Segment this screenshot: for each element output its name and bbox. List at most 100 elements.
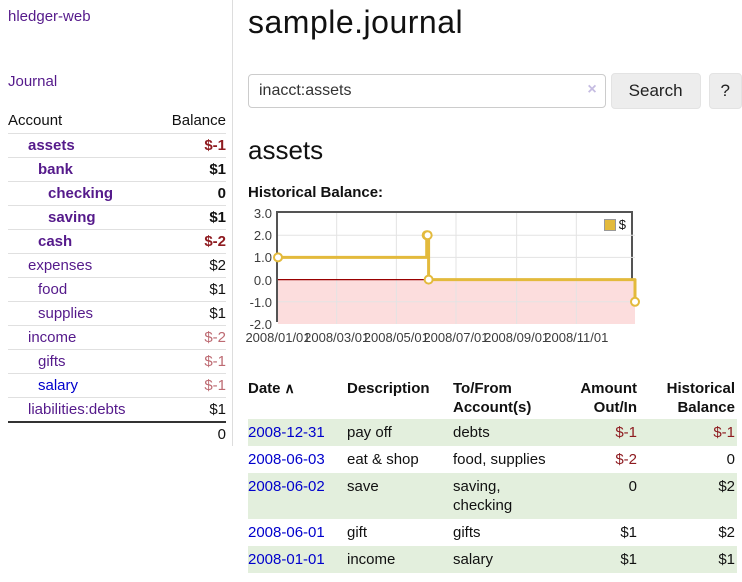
transaction-description: pay off xyxy=(347,419,453,446)
transaction-accounts: debts xyxy=(453,419,563,446)
y-tick-label: -2.0 xyxy=(249,317,272,332)
transaction-date-link[interactable]: 2008-06-03 xyxy=(248,451,325,468)
sidebar: hledger-web Journal Account Balance asse… xyxy=(0,0,233,446)
x-tick-label: 2008/01/01 xyxy=(245,330,311,345)
accounts-total-value: 0 xyxy=(217,426,226,443)
transaction-amount: $1 xyxy=(563,546,645,573)
account-row-supplies: supplies $1 xyxy=(8,301,226,326)
account-balance: $2 xyxy=(209,257,226,274)
account-row-saving: saving $1 xyxy=(8,205,226,230)
transaction-balance: $1 xyxy=(645,546,737,573)
account-balance: $-2 xyxy=(204,329,226,346)
account-row-liabilities-debts: liabilities:debts $1 xyxy=(8,397,226,423)
x-tick-label: 2008/07/01 xyxy=(423,330,489,345)
transaction-accounts: gifts xyxy=(453,524,481,541)
account-link-salary[interactable]: salary xyxy=(38,377,79,394)
transaction-description: eat & shop xyxy=(347,451,419,468)
register-header-date[interactable]: Date ∧ xyxy=(248,377,347,419)
account-row-expenses: expenses $2 xyxy=(8,253,226,278)
transaction-accounts: salary xyxy=(453,546,563,573)
account-balance: $-1 xyxy=(204,353,226,370)
transaction-date-link[interactable]: 2008-06-01 xyxy=(248,524,325,541)
account-balance: 0 xyxy=(217,185,226,202)
transaction-accounts: saving, checking xyxy=(453,473,563,519)
chart-legend: $ xyxy=(601,216,628,233)
register-header-row: Date ∧ Description To/From Account(s) Amo… xyxy=(248,377,737,419)
account-row-income: income $-2 xyxy=(8,325,226,350)
account-row-bank: bank $1 xyxy=(8,157,226,182)
help-button[interactable]: ? xyxy=(708,73,742,109)
register-header-accounts: To/From Account(s) xyxy=(453,380,532,416)
account-row-salary: salary $-1 xyxy=(8,373,226,398)
register-row[interactable]: 2008-06-02 save saving, checking 0 $2 xyxy=(248,473,737,519)
clear-search-icon[interactable]: × xyxy=(587,81,597,98)
transaction-date-link[interactable]: 2008-12-31 xyxy=(248,424,325,441)
legend-color-swatch xyxy=(603,218,616,231)
account-link-expenses[interactable]: expenses xyxy=(28,257,93,274)
account-link-income[interactable]: income xyxy=(28,329,77,346)
register-header-description: Description xyxy=(347,380,430,397)
register-row[interactable]: 2008-01-01 income salary $1 $1 xyxy=(248,546,737,573)
account-link-cash[interactable]: cash xyxy=(38,233,73,250)
transaction-amount: $-1 xyxy=(563,419,645,446)
sidebar-item-journal[interactable]: Journal xyxy=(8,73,58,90)
y-tick-label: 2.0 xyxy=(253,228,272,244)
transaction-accounts: food, supplies xyxy=(453,451,546,468)
search-button[interactable]: Search xyxy=(610,73,701,109)
main-content: sample.journal × Search ? assets Histori… xyxy=(245,0,742,573)
transaction-date-link[interactable]: 2008-06-02 xyxy=(248,478,325,495)
account-link-supplies[interactable]: supplies xyxy=(38,305,94,322)
accounts-table: Account Balance assets $-1 bank $1 check… xyxy=(8,109,226,446)
y-tick-label: 3.0 xyxy=(253,206,272,221)
account-link-gifts[interactable]: gifts xyxy=(38,353,66,370)
x-tick-label: 2008/09/01 xyxy=(484,330,550,345)
account-balance: $1 xyxy=(209,281,226,298)
transaction-date-link[interactable]: 2008-01-01 xyxy=(248,551,325,568)
transaction-balance: $-1 xyxy=(645,419,737,446)
transaction-amount: $-2 xyxy=(615,451,637,468)
register-row[interactable]: 2008-06-01 gift gifts $1 $2 xyxy=(248,519,737,546)
page-title: sample.journal xyxy=(248,4,464,40)
register-header-balance: Historical Balance xyxy=(666,380,735,416)
chart-canvas xyxy=(273,213,640,324)
account-row-gifts: gifts $-1 xyxy=(8,349,226,374)
x-tick-label: 2008/05/01 xyxy=(363,330,429,345)
account-row-checking: checking 0 xyxy=(8,181,226,206)
transaction-amount: 0 xyxy=(563,473,645,519)
search-input[interactable] xyxy=(248,74,606,108)
account-balance: $1 xyxy=(209,305,226,322)
x-tick-label: 2008/03/01 xyxy=(304,330,370,345)
account-balance: $1 xyxy=(209,161,226,178)
account-balance: $1 xyxy=(209,209,226,226)
sort-ascending-icon: ∧ xyxy=(284,380,295,396)
transaction-balance: $2 xyxy=(718,524,735,541)
account-link-liabilities-debts[interactable]: liabilities:debts xyxy=(28,401,126,418)
search-box: × xyxy=(248,74,606,108)
accounts-table-header: Account Balance xyxy=(8,109,226,134)
app-title-link[interactable]: hledger-web xyxy=(8,8,91,25)
register-row[interactable]: 2008-06-03 eat & shop food, supplies $-2… xyxy=(248,446,737,473)
account-balance: $-2 xyxy=(204,233,226,250)
account-row-food: food $1 xyxy=(8,277,226,302)
account-link-bank[interactable]: bank xyxy=(38,161,74,178)
account-link-food[interactable]: food xyxy=(38,281,68,298)
accounts-total-row: 0 xyxy=(8,422,226,446)
y-tick-label: -1.0 xyxy=(249,294,272,310)
account-link-assets[interactable]: assets xyxy=(28,137,75,154)
register-row[interactable]: 2008-12-31 pay off debts $-1 $-1 xyxy=(248,419,737,446)
x-tick-label: 2008/11/01 xyxy=(544,330,609,345)
account-link-checking[interactable]: checking xyxy=(48,185,114,202)
account-link-saving[interactable]: saving xyxy=(48,209,96,226)
transaction-description: income xyxy=(347,546,453,573)
legend-series-label: $ xyxy=(618,217,626,232)
chart-title: Historical Balance: xyxy=(248,184,384,201)
y-tick-label: 0.0 xyxy=(253,272,272,288)
account-balance: $-1 xyxy=(204,377,226,394)
account-balance: $1 xyxy=(209,401,226,418)
register-header-amount: Amount Out/In xyxy=(580,380,637,416)
chart-plot-area: $ xyxy=(273,211,640,324)
transaction-amount: $1 xyxy=(620,524,637,541)
account-row-cash: cash $-2 xyxy=(8,229,226,254)
transaction-balance: $2 xyxy=(645,473,737,519)
